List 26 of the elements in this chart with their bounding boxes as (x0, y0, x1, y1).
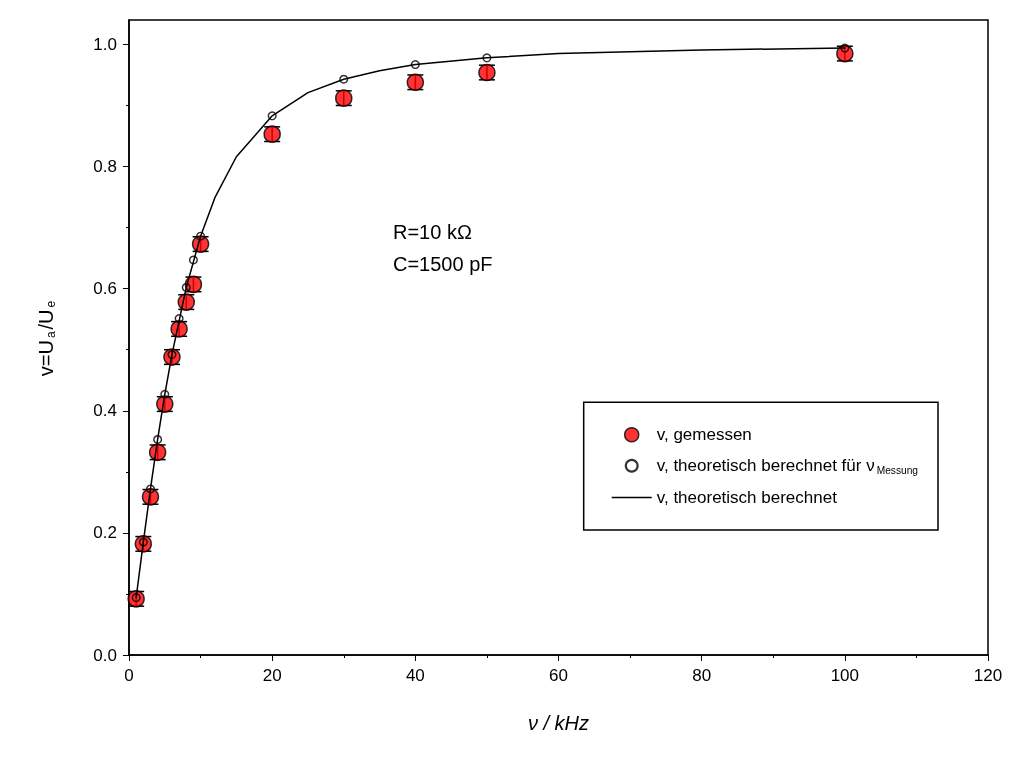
point (339, 74, 349, 84)
x-tick-label: 100 (830, 666, 860, 685)
y-tick-label: 1.0 (93, 34, 117, 54)
x-tick-label: 40 (405, 666, 425, 685)
annotation: R=10 kΩ (393, 221, 472, 243)
legend-label: v, theoretisch berechnet (656, 488, 838, 507)
y-tick-label: 0.6 (93, 279, 117, 299)
y-axis-title: v=Ua/Ue (35, 300, 58, 377)
y-tick-label: 0.4 (93, 401, 117, 421)
point (160, 389, 170, 399)
point (181, 282, 191, 292)
y-tick-label: 0.8 (93, 157, 117, 177)
x-tick-label: 80 (692, 666, 712, 685)
x-tick-label: 0 (124, 666, 134, 685)
x-tick-label: 60 (549, 666, 568, 685)
y-tick-label: 0.0 (93, 645, 117, 665)
x-axis-title: ν / kHz (527, 712, 590, 734)
point (196, 231, 206, 241)
legend-label: v, theoretisch berechnet für νMessung (656, 456, 919, 476)
point (153, 434, 163, 444)
x-tick-label: 120 (973, 666, 1003, 685)
point (410, 60, 420, 70)
x-tick-label: 20 (262, 666, 282, 685)
y-tick-label: 0.2 (93, 523, 117, 543)
legend-label: v, gemessen (656, 425, 752, 445)
annotation: C=1500 pF (393, 253, 493, 275)
